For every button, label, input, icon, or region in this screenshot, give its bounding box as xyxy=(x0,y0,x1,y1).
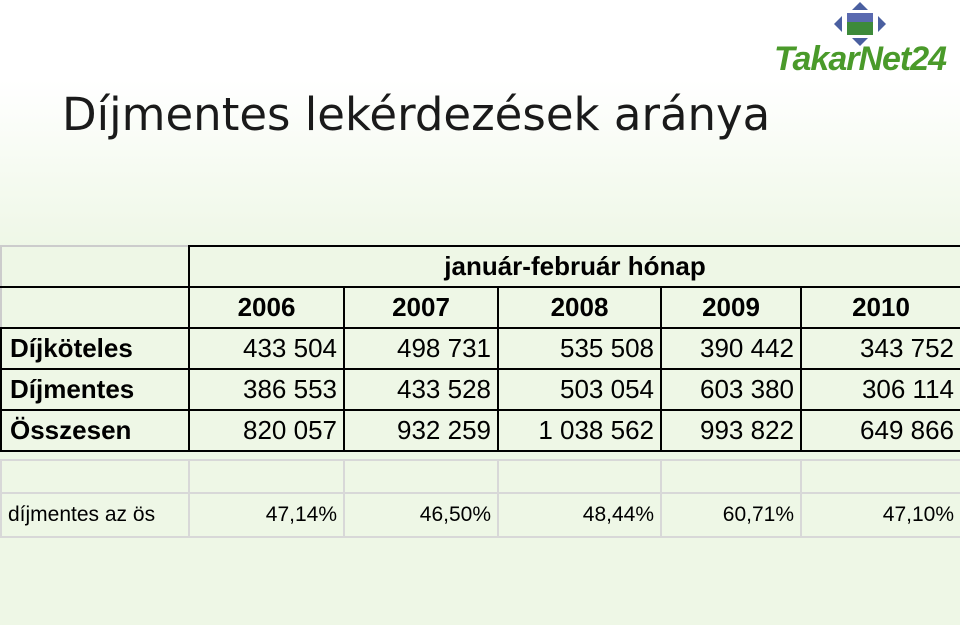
ratio-label: díjmentes az ös xyxy=(0,492,190,538)
value-cell: 932 259 xyxy=(343,409,499,452)
year-header: 2006 xyxy=(188,286,345,329)
value-cell: 603 380 xyxy=(660,368,802,411)
empty-cell xyxy=(660,459,802,494)
ratio-cell: 47,10% xyxy=(800,492,960,538)
data-row: Összesen 820 057 932 259 1 038 562 993 822 64… xyxy=(0,409,960,452)
year-header: 2008 xyxy=(497,286,662,329)
year-header: 2009 xyxy=(660,286,802,329)
empty-cell xyxy=(343,459,499,494)
row-label: Összesen xyxy=(0,409,190,452)
empty-cell xyxy=(188,459,345,494)
value-cell: 535 508 xyxy=(497,327,662,370)
value-cell: 386 553 xyxy=(188,368,345,411)
ratio-cell: 48,44% xyxy=(497,492,662,538)
value-cell: 433 528 xyxy=(343,368,499,411)
ratio-table: díjmentes az ös 47,14% 46,50% 48,44% 60,71% 4… xyxy=(0,459,960,538)
data-row: Díjmentes 386 553 433 528 503 054 603 380 306… xyxy=(0,368,960,411)
empty-cell xyxy=(497,459,662,494)
empty-cell xyxy=(0,459,190,494)
ratio-row: díjmentes az ös 47,14% 46,50% 48,44% 60,71% 4… xyxy=(0,492,960,538)
empty-cell xyxy=(0,286,190,329)
logo-text: TakarNet24 xyxy=(774,40,947,78)
logo-icon xyxy=(834,2,886,46)
row-label: Díjköteles xyxy=(0,327,190,370)
value-cell: 498 731 xyxy=(343,327,499,370)
spacer-row xyxy=(0,459,960,494)
period-header: január-február hónap xyxy=(187,245,960,288)
empty-cell xyxy=(800,459,960,494)
ratio-cell: 47,14% xyxy=(188,492,345,538)
value-cell: 343 752 xyxy=(799,327,960,370)
slide-title: Díjmentes lekérdezések aránya xyxy=(62,88,771,141)
ratio-cell: 60,71% xyxy=(660,492,802,538)
value-cell: 433 504 xyxy=(188,327,345,370)
value-cell: 993 822 xyxy=(660,409,802,452)
value-cell: 503 054 xyxy=(497,368,662,411)
year-header: 2007 xyxy=(343,286,499,329)
value-cell: 306 114 xyxy=(799,368,960,411)
data-row: Díjköteles 433 504 498 731 535 508 390 442 34… xyxy=(0,327,960,370)
year-header: 2010 xyxy=(799,286,960,329)
value-cell: 390 442 xyxy=(660,327,802,370)
row-label: Díjmentes xyxy=(0,368,190,411)
header-row: január-február hónap xyxy=(0,245,960,288)
ratio-cell: 46,50% xyxy=(343,492,499,538)
empty-cell xyxy=(0,245,190,288)
data-table: január-február hónap 2006 2007 2008 2009 2010… xyxy=(0,245,960,452)
year-row: 2006 2007 2008 2009 2010 xyxy=(0,286,960,329)
value-cell: 820 057 xyxy=(188,409,345,452)
value-cell: 649 866 xyxy=(799,409,960,452)
value-cell: 1 038 562 xyxy=(497,409,662,452)
